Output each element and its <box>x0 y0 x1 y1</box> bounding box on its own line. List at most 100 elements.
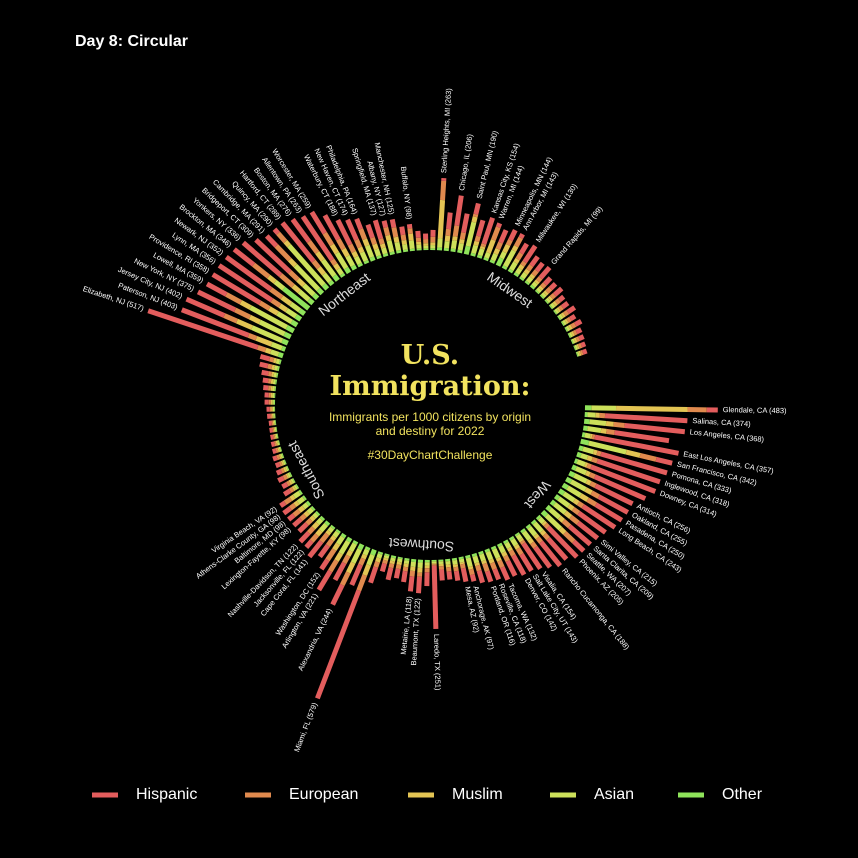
bar-segment <box>280 460 285 466</box>
bar-segment <box>258 300 271 311</box>
bar-segment <box>264 347 272 355</box>
bar-segment <box>333 263 341 271</box>
bar-segment <box>322 231 335 247</box>
bar-segment <box>280 221 316 263</box>
bar-segment <box>594 434 680 456</box>
bar-segment <box>437 238 443 248</box>
bar-segment <box>520 528 526 534</box>
bar-segment <box>519 242 529 255</box>
bar-segment <box>497 559 505 569</box>
bar-segment <box>340 571 351 586</box>
bar-segment <box>259 361 269 369</box>
bar-segment <box>468 568 475 576</box>
bar-segment <box>306 507 314 515</box>
bar-segment <box>252 262 271 279</box>
bar-segment <box>558 526 567 535</box>
bar-segment <box>444 241 450 249</box>
bar-segment <box>519 276 525 282</box>
bar-segment <box>285 325 295 334</box>
bar-segment <box>307 240 320 255</box>
bar-segment <box>340 532 347 539</box>
bar-segment <box>483 257 489 262</box>
bar-segment <box>533 533 540 540</box>
bar-segment <box>262 377 269 384</box>
bar-segment <box>318 522 329 533</box>
bar-segment <box>322 214 341 241</box>
bar-segment <box>591 434 596 440</box>
bar-segment <box>576 344 580 350</box>
bar-segment <box>514 267 523 275</box>
bar-segment <box>606 428 615 436</box>
bar-segment <box>345 536 353 543</box>
bar-segment <box>196 289 237 313</box>
bar-segment <box>282 474 288 481</box>
bar-segment <box>573 473 588 484</box>
bar-segment <box>498 229 509 244</box>
bar-segment <box>529 273 536 280</box>
bar-segment <box>306 526 316 535</box>
bar-segment <box>345 549 353 557</box>
bar-segment <box>523 268 531 275</box>
bar-segment <box>524 280 530 286</box>
bar-segment <box>273 279 286 291</box>
bar-segment <box>297 289 311 302</box>
bar-segment <box>290 319 299 328</box>
bar-segment <box>593 474 647 501</box>
bar-segment <box>577 511 607 535</box>
bar-segment <box>297 521 309 534</box>
bar-segment <box>518 264 525 271</box>
bar-segment <box>534 289 540 295</box>
bar-segment <box>467 565 474 570</box>
bar-segment <box>504 541 512 549</box>
bar-segment <box>401 570 408 583</box>
bar-segment <box>274 461 281 469</box>
bar-segment <box>556 307 562 313</box>
city-label: Sterling Heights, MI (263) <box>439 87 453 173</box>
bar-segment <box>502 539 509 545</box>
bar-segment <box>501 265 508 270</box>
bar-segment <box>409 570 416 577</box>
bar-segment <box>302 283 316 297</box>
bar-segment <box>553 309 558 315</box>
bar-segment <box>370 548 377 556</box>
bar-segment <box>364 244 375 259</box>
bar-segment <box>312 512 319 519</box>
bar-segment <box>276 454 281 461</box>
bar-segment <box>408 233 414 241</box>
bar-segment <box>566 485 582 498</box>
bar-segment <box>347 243 356 254</box>
bar-segment <box>545 504 552 512</box>
bar-segment <box>474 562 480 567</box>
bar-segment <box>328 559 339 573</box>
bar-segment <box>571 464 577 471</box>
bar-segment <box>270 441 276 447</box>
bar-segment <box>261 369 269 377</box>
bar-segment <box>616 405 688 412</box>
bar-segment <box>563 309 570 317</box>
bar-segment <box>564 327 568 333</box>
bar-segment <box>458 558 465 563</box>
bar-segment <box>484 570 494 583</box>
bar-segment <box>560 321 565 327</box>
bar-segment <box>396 561 402 566</box>
bar-segment <box>258 319 286 337</box>
bar-segment <box>544 513 563 531</box>
bar-segment <box>566 305 577 315</box>
bar-segment <box>336 267 344 276</box>
bar-segment <box>457 249 463 254</box>
bar-segment <box>267 363 273 370</box>
bar-segment <box>254 237 292 274</box>
bar-segment <box>552 286 564 297</box>
bar-segment <box>281 481 289 489</box>
bar-segment <box>275 358 281 365</box>
bar-segment <box>469 574 477 582</box>
bar-segment <box>521 542 543 571</box>
bar-segment <box>296 496 306 505</box>
bar-segment <box>205 281 228 297</box>
bar-segment <box>557 496 571 508</box>
bar-segment <box>319 558 330 571</box>
bar-segment <box>558 305 564 312</box>
bar-segment <box>471 552 478 557</box>
bar-segment <box>385 234 392 242</box>
bar-segment <box>499 251 507 260</box>
